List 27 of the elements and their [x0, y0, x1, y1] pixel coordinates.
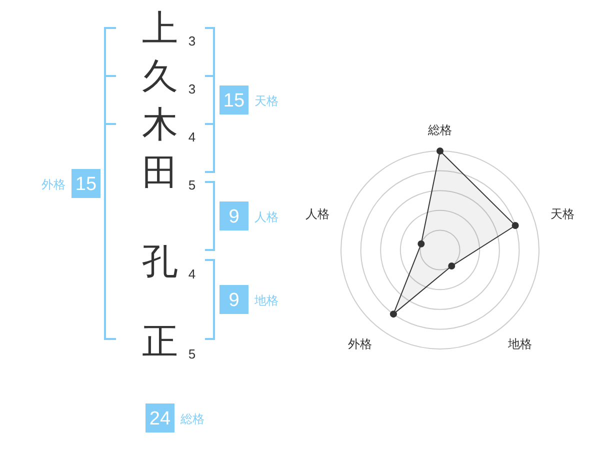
category-label: 外格: [42, 178, 66, 192]
category-label: 木: [142, 104, 178, 144]
data-label: 15: [75, 174, 97, 195]
spoke-label: 総格: [427, 123, 452, 137]
spoke-label: 地格: [507, 336, 532, 351]
category-label: 孔: [142, 240, 178, 282]
spoke-label: 天格: [550, 207, 574, 222]
category-label: 地格: [254, 294, 278, 308]
category-label: 上: [142, 8, 178, 48]
category-label: 人格: [254, 210, 278, 224]
category-label: 久: [142, 56, 178, 96]
category-label: 田: [142, 152, 178, 192]
data-label: 24: [149, 408, 171, 430]
data-label: 15: [223, 90, 245, 112]
data-label: 4: [188, 130, 196, 144]
spoke-label: 外格: [348, 336, 372, 351]
data-label: 9: [228, 290, 240, 311]
category-label: 天格: [254, 94, 278, 108]
data-label: 5: [188, 346, 196, 362]
data-label: 3: [188, 34, 196, 48]
category-label: 正: [142, 320, 178, 362]
data-label: 3: [188, 82, 196, 96]
data-label: 4: [188, 266, 196, 282]
data-label: 9: [228, 206, 240, 228]
category-label: 総格: [180, 412, 204, 426]
data-label: 5: [188, 178, 196, 192]
spoke-label: 人格: [306, 207, 330, 222]
